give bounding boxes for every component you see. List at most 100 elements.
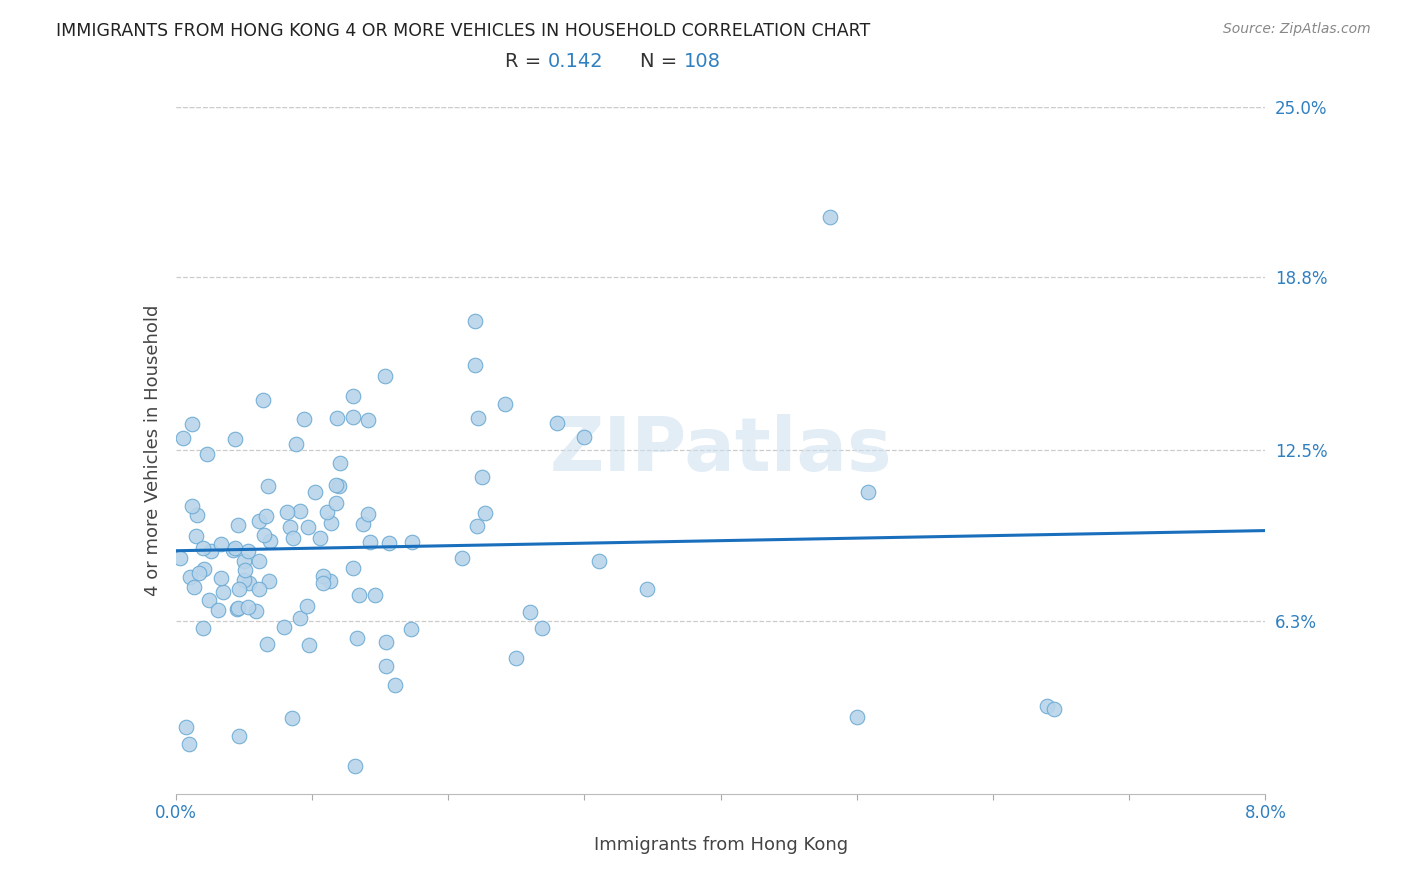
Point — [359, 534, 381, 549]
Point — [342, 388, 364, 402]
Point — [254, 509, 277, 524]
Point — [375, 658, 398, 673]
Point — [288, 611, 311, 625]
Point — [191, 541, 214, 555]
Point — [467, 411, 489, 425]
Point — [858, 484, 880, 499]
Point — [315, 505, 337, 519]
Point — [297, 520, 319, 534]
Point — [180, 417, 202, 431]
Text: N =: N = — [640, 52, 683, 71]
Point — [209, 537, 232, 551]
Point — [845, 710, 868, 724]
Point — [464, 359, 486, 373]
Point — [197, 592, 219, 607]
Point — [464, 314, 486, 328]
Point — [342, 561, 364, 575]
Point — [191, 620, 214, 634]
Point — [184, 528, 207, 542]
Point — [186, 508, 208, 523]
Text: 108: 108 — [683, 52, 721, 71]
Point — [228, 729, 250, 743]
Point — [474, 506, 496, 520]
Point — [374, 369, 396, 384]
Point — [224, 432, 246, 446]
Point — [252, 393, 274, 408]
Point — [325, 478, 347, 492]
Point — [530, 621, 553, 635]
Point — [319, 516, 342, 530]
Point — [226, 600, 249, 615]
Point — [344, 759, 367, 773]
Point — [326, 411, 349, 425]
Point — [179, 738, 201, 752]
Point — [399, 623, 422, 637]
Point — [384, 678, 406, 692]
Point — [357, 413, 380, 427]
X-axis label: Immigrants from Hong Kong: Immigrants from Hong Kong — [593, 836, 848, 855]
Point — [574, 430, 596, 444]
Point — [465, 519, 488, 533]
Point — [233, 554, 256, 568]
Point — [179, 569, 201, 583]
Point — [256, 637, 278, 651]
Point — [278, 520, 301, 534]
Point — [236, 544, 259, 558]
Text: R =: R = — [505, 52, 548, 71]
Point — [312, 569, 335, 583]
Point — [364, 588, 387, 602]
Point — [257, 574, 280, 588]
Point — [253, 528, 276, 542]
Text: 0.142: 0.142 — [548, 52, 603, 71]
Point — [281, 711, 304, 725]
Point — [319, 574, 342, 588]
Y-axis label: 4 or more Vehicles in Household: 4 or more Vehicles in Household — [143, 305, 162, 596]
Point — [233, 573, 256, 587]
Text: Source: ZipAtlas.com: Source: ZipAtlas.com — [1223, 22, 1371, 37]
Point — [1036, 698, 1059, 713]
Point — [212, 585, 235, 599]
Point — [228, 582, 250, 597]
Point — [247, 514, 270, 528]
Point — [329, 456, 352, 470]
Point — [1043, 702, 1066, 716]
Point — [236, 599, 259, 614]
Point — [309, 531, 332, 545]
Point — [588, 554, 610, 568]
Point — [284, 437, 307, 451]
Point — [257, 479, 280, 493]
Point — [221, 542, 243, 557]
Point — [181, 499, 204, 513]
Point — [519, 605, 541, 619]
Point — [187, 566, 209, 580]
Point — [195, 448, 218, 462]
Point — [209, 571, 232, 585]
Point — [174, 720, 197, 734]
Point — [172, 431, 194, 445]
Point — [259, 534, 281, 549]
Point — [288, 504, 311, 518]
Point — [247, 582, 270, 597]
Point — [342, 410, 364, 425]
Point — [276, 505, 298, 519]
Point — [312, 576, 335, 591]
Point — [247, 553, 270, 567]
Text: IMMIGRANTS FROM HONG KONG 4 OR MORE VEHICLES IN HOUSEHOLD CORRELATION CHART: IMMIGRANTS FROM HONG KONG 4 OR MORE VEHI… — [56, 22, 870, 40]
Point — [238, 575, 260, 590]
Point — [451, 551, 474, 566]
Point — [328, 478, 350, 492]
Point — [349, 588, 371, 602]
Point — [505, 650, 527, 665]
Point — [818, 210, 841, 224]
Text: ZIPatlas: ZIPatlas — [550, 414, 891, 487]
Point — [304, 484, 326, 499]
Point — [200, 543, 222, 558]
Point — [273, 620, 295, 634]
Point — [193, 562, 215, 576]
Point — [357, 507, 380, 521]
Point — [224, 541, 246, 555]
Point — [352, 516, 374, 531]
Point — [207, 603, 229, 617]
Point — [401, 535, 423, 549]
Point — [226, 602, 249, 616]
